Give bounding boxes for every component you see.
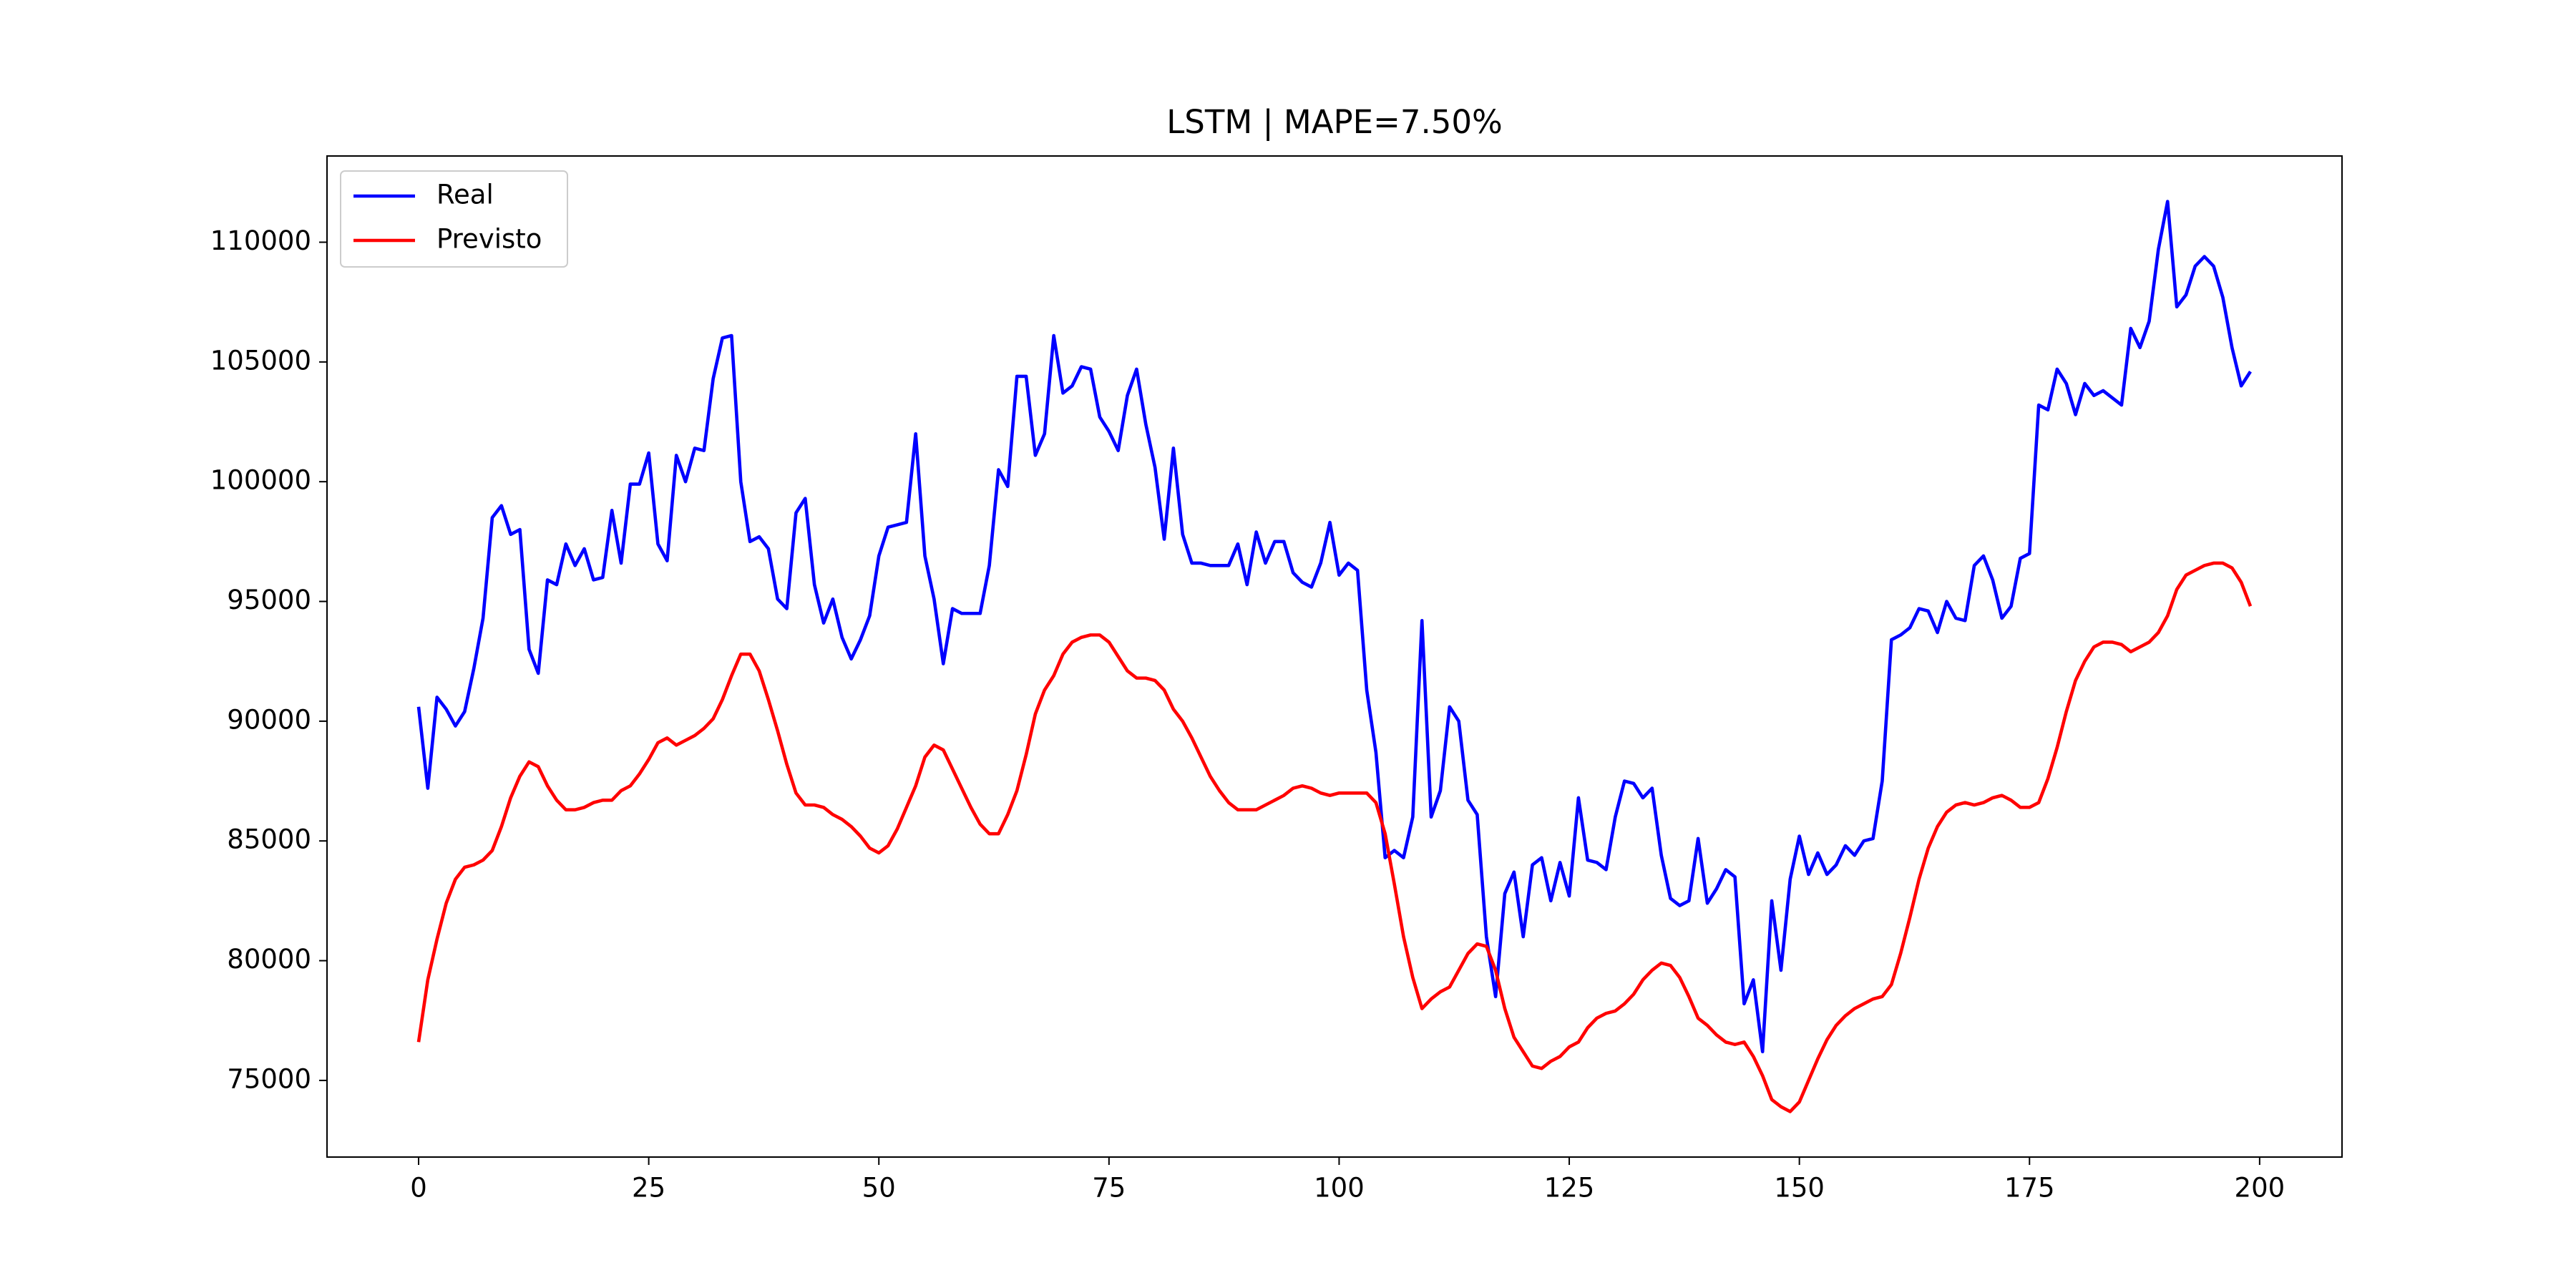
y-tick-label: 100000 [210, 465, 311, 496]
y-tick-label: 105000 [210, 345, 311, 376]
y-tick-label: 80000 [227, 944, 311, 975]
x-tick-label: 25 [632, 1173, 665, 1204]
y-tick-label: 85000 [227, 824, 311, 855]
legend-label: Real [436, 180, 494, 210]
legend-label: Previsto [436, 224, 542, 255]
series-line [416, 200, 2252, 1054]
y-tick-label: 90000 [227, 704, 311, 735]
x-tick-label: 150 [1774, 1173, 1825, 1204]
axes-frame [326, 155, 2343, 1158]
chart-title: LSTM | MAPE=7.50% [1166, 103, 1503, 141]
x-tick-label: 125 [1544, 1173, 1595, 1204]
x-tick-label: 100 [1314, 1173, 1365, 1204]
x-tick-label: 200 [2235, 1173, 2285, 1204]
x-tick-label: 75 [1092, 1173, 1126, 1204]
x-tick-label: 50 [862, 1173, 896, 1204]
x-tick-label: 0 [410, 1173, 427, 1204]
x-tick-label: 175 [2004, 1173, 2055, 1204]
y-tick-label: 75000 [227, 1063, 311, 1094]
y-tick-label: 110000 [210, 225, 311, 256]
series-line [416, 561, 2253, 1113]
y-tick-label: 95000 [227, 585, 311, 615]
